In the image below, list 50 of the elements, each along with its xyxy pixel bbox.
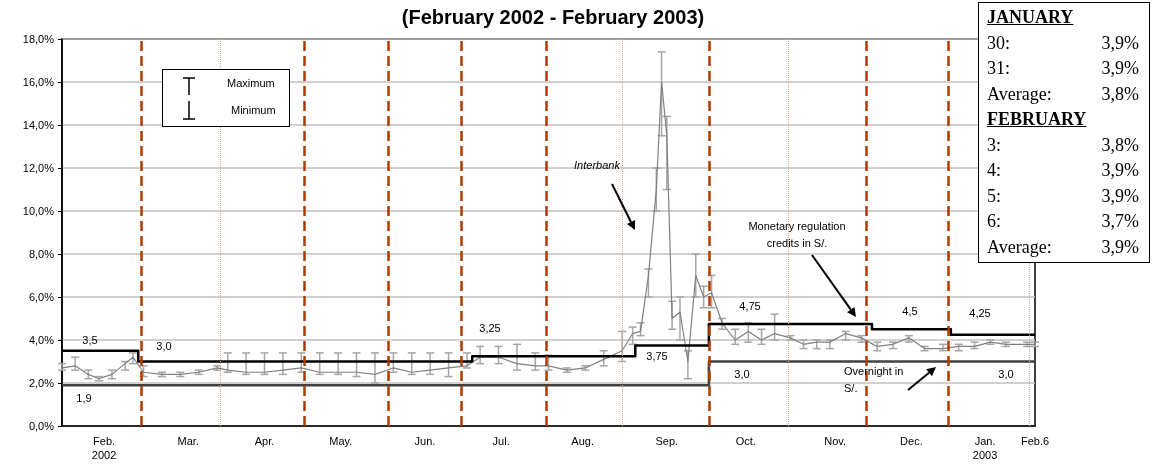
key-box: Maximum Minimum — [162, 69, 290, 127]
x-tick-label: Feb.6 — [1020, 435, 1050, 447]
annotation: 4,5 — [902, 305, 918, 317]
annotation: FEBRUARY — [987, 108, 1088, 131]
x-tick-label: Dec. — [900, 435, 923, 447]
x-tick-label: Apr. — [254, 435, 275, 447]
y-tick-label: 8,0% — [28, 248, 55, 260]
x-tick-label: Jun. — [414, 435, 436, 447]
annotation: 3,0 — [998, 368, 1014, 380]
y-tick-label: 10,0% — [22, 205, 55, 217]
annotation: 3,0 — [156, 340, 172, 352]
y-tick-label: 14,0% — [22, 119, 55, 131]
text: 3: 3,8% — [987, 134, 1139, 155]
x-tick-label: May. — [329, 435, 353, 447]
x-tick-label: Jan. 2003 — [972, 435, 998, 461]
text: 5: 3,9% — [987, 185, 1139, 206]
y-tick-label: 2,0% — [28, 377, 55, 389]
y-tick-label: 18,0% — [22, 33, 55, 45]
x-tick-label: Aug. — [571, 435, 595, 447]
x-tick-label: Feb. 2002 — [91, 435, 117, 461]
annotation: 3,75 — [646, 350, 668, 362]
y-tick-label: 4,0% — [28, 334, 55, 346]
annotation: 3,25 — [479, 322, 501, 334]
annotation: Minimum — [231, 104, 276, 116]
x-tick-label: Jul. — [492, 435, 510, 447]
annotation: 4,25 — [969, 307, 991, 319]
text: Average: 3,9% — [987, 236, 1139, 257]
annotation: 3,0 — [734, 368, 750, 380]
annotation: Overnight in S/. — [844, 364, 905, 396]
y-tick-label: 0,0% — [28, 420, 55, 432]
annotation: 4,75 — [739, 300, 761, 312]
y-tick-label: 12,0% — [22, 162, 55, 174]
y-tick-label: 6,0% — [28, 291, 55, 303]
chart-title: (February 2002 - February 2003) — [401, 6, 705, 28]
text: 30: 3,9% — [987, 32, 1139, 53]
x-tick-label: Mar. — [177, 435, 199, 447]
x-tick-label: Sep. — [655, 435, 679, 447]
text: Average: 3,8% — [987, 83, 1139, 104]
x-tick-label: Oct. — [735, 435, 756, 447]
x-tick-label: Nov. — [824, 435, 847, 447]
annotation: Monetary regulation credits in S/. — [747, 219, 847, 251]
y-tick-label: 16,0% — [22, 76, 55, 88]
annotation: Interbank — [574, 159, 620, 171]
annotation: Maximum — [227, 77, 275, 89]
text: 31: 3,9% — [987, 58, 1139, 78]
text: JANUARY — [987, 6, 1075, 29]
annotation: 3,5 — [82, 334, 98, 346]
annotation: 1,9 — [76, 392, 92, 404]
text: 6: 3,7% — [987, 211, 1139, 231]
text: 4: 3,9% — [987, 160, 1139, 180]
